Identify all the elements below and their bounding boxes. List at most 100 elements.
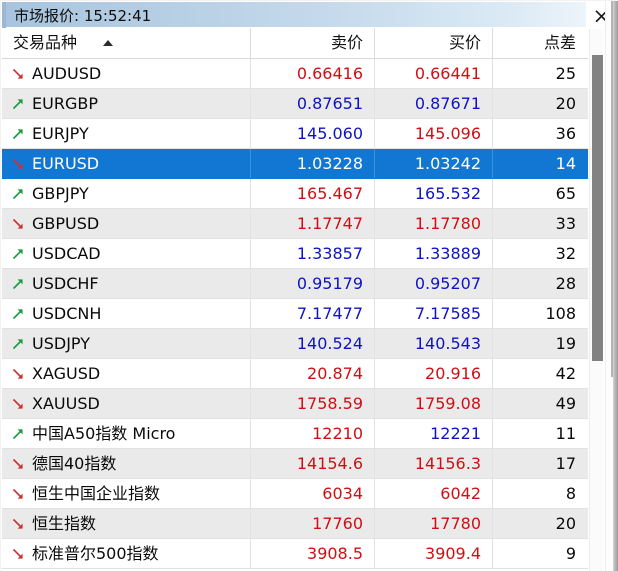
vertical-scrollbar-thumb[interactable] [592, 55, 603, 361]
cell-symbol: USDCAD [2, 239, 251, 268]
table-row[interactable]: USDCHF 0.95179 0.95207 28 [2, 269, 588, 299]
cell-ask: 165.467 [251, 179, 375, 208]
table-row[interactable]: EURJPY 145.060 145.096 36 [2, 119, 588, 149]
cell-spread: 9 [565, 544, 576, 563]
arrow-down-icon [11, 217, 25, 231]
cell-ask: 0.87651 [251, 89, 375, 118]
table-row[interactable]: 德国40指数 14154.6 14156.3 17 [2, 449, 588, 479]
table-body: AUDUSD 0.66416 0.66441 25 EURGBP 0.87651 0.876… [2, 59, 588, 569]
cell-ask: 14154.6 [251, 449, 375, 478]
cell-spread: 36 [555, 124, 576, 143]
cell-ask: 140.524 [251, 329, 375, 358]
window-title: 市场报价: 15:52:41 [14, 7, 152, 25]
arrow-down-icon [11, 67, 25, 81]
cell-symbol: XAUUSD [2, 389, 251, 418]
cell-bid: 1.33889 [375, 239, 493, 268]
table-row[interactable]: USDJPY 140.524 140.543 19 [2, 329, 588, 359]
title-bar[interactable]: 市场报价: 15:52:41 [2, 2, 604, 28]
column-header-symbol-label: 交易品种 [13, 33, 78, 52]
cell-spread: 49 [555, 394, 576, 413]
cell-spread: 19 [555, 334, 576, 353]
cell-symbol: USDCNH [2, 299, 251, 328]
arrow-down-icon [11, 517, 25, 531]
window-right-edge [613, 1, 618, 571]
cell-symbol: EURUSD [2, 149, 251, 178]
cell-spread: 28 [555, 274, 576, 293]
table-row[interactable]: GBPJPY 165.467 165.532 65 [2, 179, 588, 209]
arrow-up-icon [11, 187, 25, 201]
column-header-spread[interactable]: 点差 [543, 33, 576, 52]
cell-symbol: EURGBP [2, 89, 251, 118]
table-row[interactable]: 中国A50指数 Micro 12210 12221 11 [2, 419, 588, 449]
cell-bid: 1759.08 [375, 389, 493, 418]
cell-bid: 145.096 [375, 119, 493, 148]
cell-spread: 42 [555, 364, 576, 383]
table-row[interactable]: USDCNH 7.17477 7.17585 108 [2, 299, 588, 329]
cell-bid: 165.532 [375, 179, 493, 208]
cell-spread: 20 [555, 94, 576, 113]
table-row[interactable]: GBPUSD 1.17747 1.17780 33 [2, 209, 588, 239]
cell-symbol: 恒生指数 [2, 509, 251, 538]
cell-spread: 108 [545, 304, 576, 323]
table-row[interactable]: 恒生指数 17760 17780 20 [2, 509, 588, 539]
cell-ask: 7.17477 [251, 299, 375, 328]
cell-bid: 0.95207 [375, 269, 493, 298]
cell-bid: 7.17585 [375, 299, 493, 328]
cell-spread: 11 [555, 424, 576, 443]
cell-ask: 145.060 [251, 119, 375, 148]
table-row[interactable]: AUDUSD 0.66416 0.66441 25 [2, 59, 588, 89]
column-header-bid[interactable]: 买价 [375, 28, 493, 58]
cell-spread: 25 [555, 64, 576, 83]
arrow-up-icon [11, 277, 25, 291]
cell-bid: 1.03242 [375, 149, 493, 178]
table-row[interactable]: EURGBP 0.87651 0.87671 20 [2, 89, 588, 119]
arrow-down-icon [11, 157, 25, 171]
arrow-down-icon [11, 367, 25, 381]
vertical-scrollbar[interactable] [589, 29, 603, 571]
cell-ask: 3908.5 [251, 539, 375, 568]
cell-symbol: 中国A50指数 Micro [2, 419, 251, 448]
column-header-ask[interactable]: 卖价 [251, 28, 375, 58]
cell-spread: 8 [565, 484, 576, 503]
cell-bid: 20.916 [375, 359, 493, 388]
cell-bid: 14156.3 [375, 449, 493, 478]
cell-symbol: USDJPY [2, 329, 251, 358]
cell-symbol: XAGUSD [2, 359, 251, 388]
table-row[interactable]: XAUUSD 1758.59 1759.08 49 [2, 389, 588, 419]
table-row[interactable]: USDCAD 1.33857 1.33889 32 [2, 239, 588, 269]
cell-spread: 33 [555, 214, 576, 233]
arrow-up-icon [11, 307, 25, 321]
cell-spread: 32 [555, 244, 576, 263]
cell-symbol: 德国40指数 [2, 449, 251, 478]
column-header-symbol[interactable]: 交易品种 [2, 28, 251, 58]
table-row[interactable]: EURUSD 1.03228 1.03242 14 [2, 149, 588, 179]
cell-ask: 1.17747 [251, 209, 375, 238]
table-header-row: 交易品种 卖价 买价 点差 [2, 28, 588, 59]
table-row[interactable]: XAGUSD 20.874 20.916 42 [2, 359, 588, 389]
arrow-down-icon [11, 547, 25, 561]
table-row[interactable]: 标准普尔500指数 3908.5 3909.4 9 [2, 539, 588, 569]
cell-ask: 0.95179 [251, 269, 375, 298]
cell-ask: 12210 [251, 419, 375, 448]
cell-spread: 17 [555, 454, 576, 473]
table-row[interactable]: 恒生中国企业指数 6034 6042 8 [2, 479, 588, 509]
arrow-up-icon [11, 247, 25, 261]
sort-ascending-icon [103, 40, 113, 46]
arrow-up-icon [11, 427, 25, 441]
cell-ask: 20.874 [251, 359, 375, 388]
cell-ask: 1.03228 [251, 149, 375, 178]
quotes-table: 交易品种 卖价 买价 点差 AUDUSD 0.66416 0.66441 25 EURG… [2, 28, 588, 571]
arrow-up-icon [11, 127, 25, 141]
cell-symbol: GBPJPY [2, 179, 251, 208]
close-icon [594, 9, 608, 22]
cell-ask: 1.33857 [251, 239, 375, 268]
arrow-down-icon [11, 457, 25, 471]
arrow-down-icon [11, 397, 25, 411]
cell-symbol: AUDUSD [2, 59, 251, 88]
cell-spread: 65 [555, 184, 576, 203]
arrow-down-icon [11, 487, 25, 501]
cell-spread: 20 [555, 514, 576, 533]
cell-bid: 0.87671 [375, 89, 493, 118]
cell-bid: 3909.4 [375, 539, 493, 568]
cell-bid: 1.17780 [375, 209, 493, 238]
